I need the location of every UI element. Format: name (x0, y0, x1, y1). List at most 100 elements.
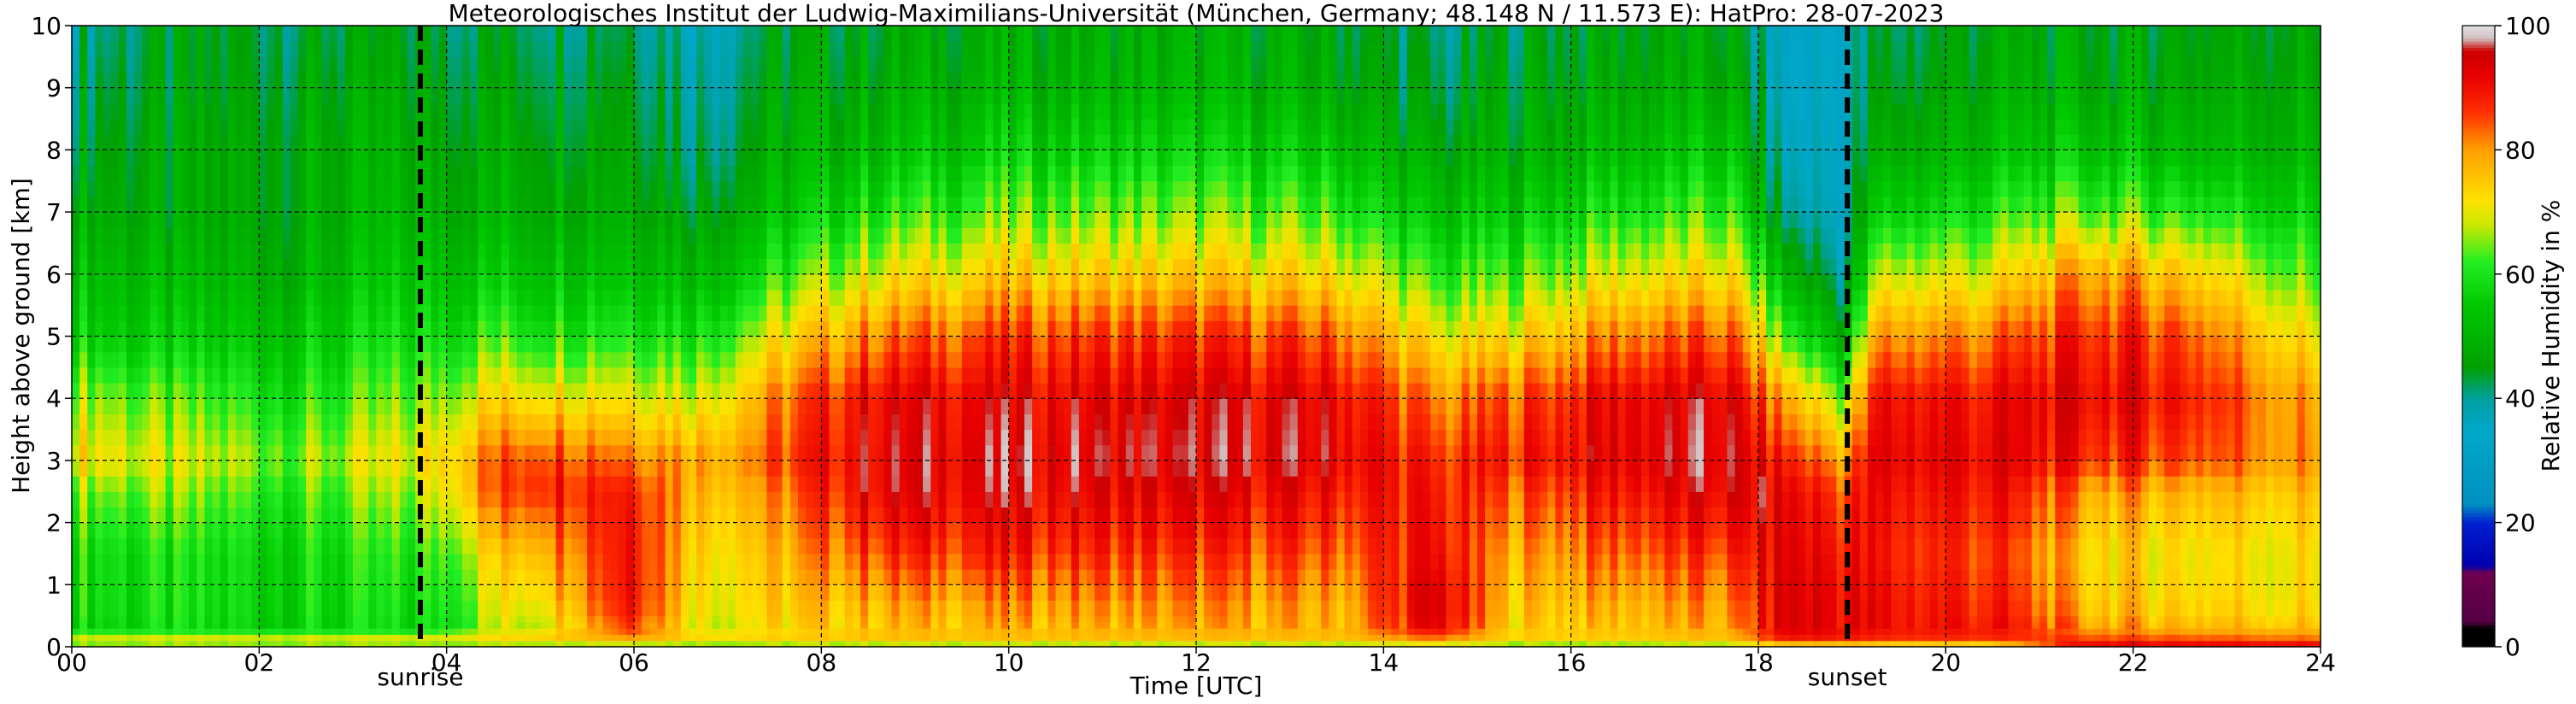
heatmap-cell (516, 196, 525, 213)
heatmap-cell (899, 56, 908, 73)
heatmap-cell (485, 26, 495, 42)
heatmap-cell (642, 336, 650, 353)
heatmap-cell (618, 522, 627, 539)
heatmap-cell (915, 165, 924, 182)
heatmap-cell (727, 600, 736, 617)
heatmap-cell (665, 429, 674, 446)
heatmap-cell (789, 103, 799, 120)
heatmap-cell (688, 196, 697, 213)
heatmap-cell (235, 289, 244, 306)
heatmap-cell (954, 383, 963, 399)
heatmap-cell (915, 476, 924, 492)
heatmap-cell (478, 56, 486, 73)
heatmap-cell (290, 640, 299, 648)
heatmap-cell (610, 134, 619, 150)
heatmap-cell (180, 320, 190, 337)
heatmap-cell (634, 600, 643, 617)
heatmap-cell (742, 273, 752, 290)
heatmap-cell (470, 615, 478, 623)
heatmap-cell (688, 584, 697, 601)
heatmap-cell (766, 444, 776, 461)
heatmap-cell (87, 600, 97, 617)
heatmap-cell (610, 320, 619, 337)
heatmap-cell (204, 460, 214, 477)
heatmap-cell (282, 320, 291, 337)
heatmap-cell (251, 615, 260, 623)
heatmap-cell (665, 87, 674, 104)
heatmap-cell (79, 41, 88, 57)
heatmap-cell (197, 196, 205, 213)
heatmap-cell (197, 119, 205, 135)
heatmap-cell (173, 600, 182, 617)
heatmap-cell (72, 507, 80, 524)
heatmap-cell (759, 537, 767, 554)
heatmap-cell (189, 320, 197, 337)
heatmap-cell (727, 258, 736, 275)
heatmap-cell (899, 537, 908, 554)
heatmap-cell (189, 72, 197, 89)
heatmap-cell (189, 289, 197, 306)
heatmap-cell (642, 41, 650, 57)
heatmap-cell (314, 621, 323, 629)
heatmap-cell (118, 41, 127, 57)
heatmap-cell (868, 621, 877, 629)
heatmap-cell (87, 569, 97, 585)
heatmap-cell (344, 460, 354, 477)
heatmap-cell (766, 491, 776, 508)
heatmap-cell (946, 227, 955, 244)
heatmap-cell (610, 414, 619, 431)
heatmap-cell (321, 569, 331, 585)
heatmap-cell (665, 212, 674, 228)
heatmap-cell (836, 640, 846, 648)
heatmap-cell (610, 273, 619, 290)
heatmap-cell (672, 553, 682, 570)
heatmap-cell (625, 569, 635, 585)
heatmap-cell (220, 41, 229, 57)
heatmap-cell (688, 305, 697, 321)
heatmap-cell (610, 305, 619, 321)
heatmap-cell (72, 367, 80, 384)
heatmap-cell (290, 196, 299, 213)
heatmap-cell (642, 227, 650, 244)
heatmap-cell (735, 383, 744, 399)
heatmap-cell (251, 640, 260, 648)
heatmap-cell (142, 305, 150, 321)
heatmap-cell (766, 150, 776, 167)
heatmap-cell (821, 553, 830, 570)
heatmap-cell (298, 476, 307, 492)
heatmap-cell (423, 569, 431, 585)
heatmap-cell (930, 398, 940, 414)
heatmap-cell (680, 398, 689, 414)
heatmap-cell (368, 103, 378, 120)
heatmap-cell (782, 444, 791, 461)
heatmap-cell (197, 243, 205, 260)
heatmap-cell (391, 367, 401, 384)
heatmap-cell (235, 196, 244, 213)
heatmap-cell (259, 634, 268, 642)
heatmap-cell (876, 584, 885, 601)
heatmap-cell (712, 103, 721, 120)
heatmap-cell (220, 460, 229, 477)
heatmap-cell (180, 628, 190, 636)
heatmap-cell (876, 227, 885, 244)
heatmap-cell (157, 336, 167, 353)
heatmap-cell (353, 305, 361, 321)
heatmap-cell (180, 398, 190, 414)
heatmap-cell (329, 584, 338, 601)
heatmap-cell (704, 476, 713, 492)
heatmap-cell (399, 460, 408, 477)
heatmap-cell (954, 165, 963, 182)
heatmap-cell (618, 460, 627, 477)
heatmap-cell (642, 414, 650, 431)
heatmap-cell (407, 507, 416, 524)
heatmap-cell (306, 87, 314, 104)
heatmap-cell (267, 522, 276, 539)
heatmap-cell (634, 491, 643, 508)
heatmap-cell (79, 289, 88, 306)
heatmap-cell (454, 634, 463, 642)
heatmap-cell (485, 634, 495, 642)
heatmap-cell (470, 196, 478, 213)
heatmap-cell (712, 351, 721, 368)
heatmap-cell (969, 640, 978, 648)
heatmap-cell (813, 615, 822, 623)
